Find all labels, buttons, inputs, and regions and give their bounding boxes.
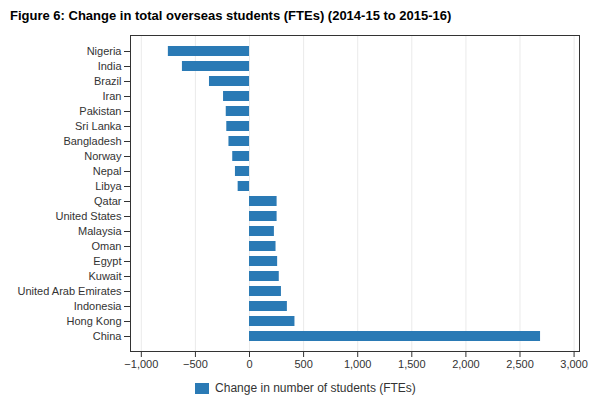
svg-text:China: China (93, 330, 123, 342)
svg-text:Hong Kong: Hong Kong (66, 315, 121, 327)
svg-text:United Arab Emirates: United Arab Emirates (18, 285, 122, 297)
svg-text:Iran: Iran (103, 90, 122, 102)
svg-text:Indonesia: Indonesia (74, 300, 123, 312)
svg-text:Qatar: Qatar (94, 195, 122, 207)
html-text:Figure 6: Change in total over: Figure 6: Change in total overseas stude… (10, 8, 452, 23)
svg-text:−500: −500 (183, 358, 208, 370)
svg-text:United States: United States (55, 210, 122, 222)
svg-text:Pakistan: Pakistan (79, 105, 121, 117)
svg-text:Oman: Oman (92, 240, 122, 252)
svg-text:Nigeria: Nigeria (87, 45, 123, 57)
svg-text:Brazil: Brazil (94, 75, 122, 87)
svg-text:500: 500 (294, 358, 312, 370)
html-text:Change in number of students (: Change in number of students (FTEs) (215, 381, 416, 395)
svg-text:1,500: 1,500 (398, 358, 426, 370)
svg-text:0: 0 (246, 358, 252, 370)
svg-text:India: India (98, 60, 123, 72)
svg-text:Sri Lanka: Sri Lanka (75, 120, 122, 132)
svg-text:−1,000: −1,000 (124, 358, 158, 370)
svg-text:Bangladesh: Bangladesh (63, 135, 121, 147)
svg-text:Kuwait: Kuwait (88, 270, 121, 282)
svg-text:Libya: Libya (95, 180, 122, 192)
svg-text:Norway: Norway (84, 150, 122, 162)
svg-text:1,000: 1,000 (344, 358, 372, 370)
svg-text:Nepal: Nepal (93, 165, 122, 177)
svg-text:Malaysia: Malaysia (78, 225, 122, 237)
svg-text:Egypt: Egypt (93, 255, 121, 267)
svg-text:3,000: 3,000 (560, 358, 588, 370)
svg-text:2,500: 2,500 (506, 358, 534, 370)
svg-text:2,000: 2,000 (452, 358, 480, 370)
